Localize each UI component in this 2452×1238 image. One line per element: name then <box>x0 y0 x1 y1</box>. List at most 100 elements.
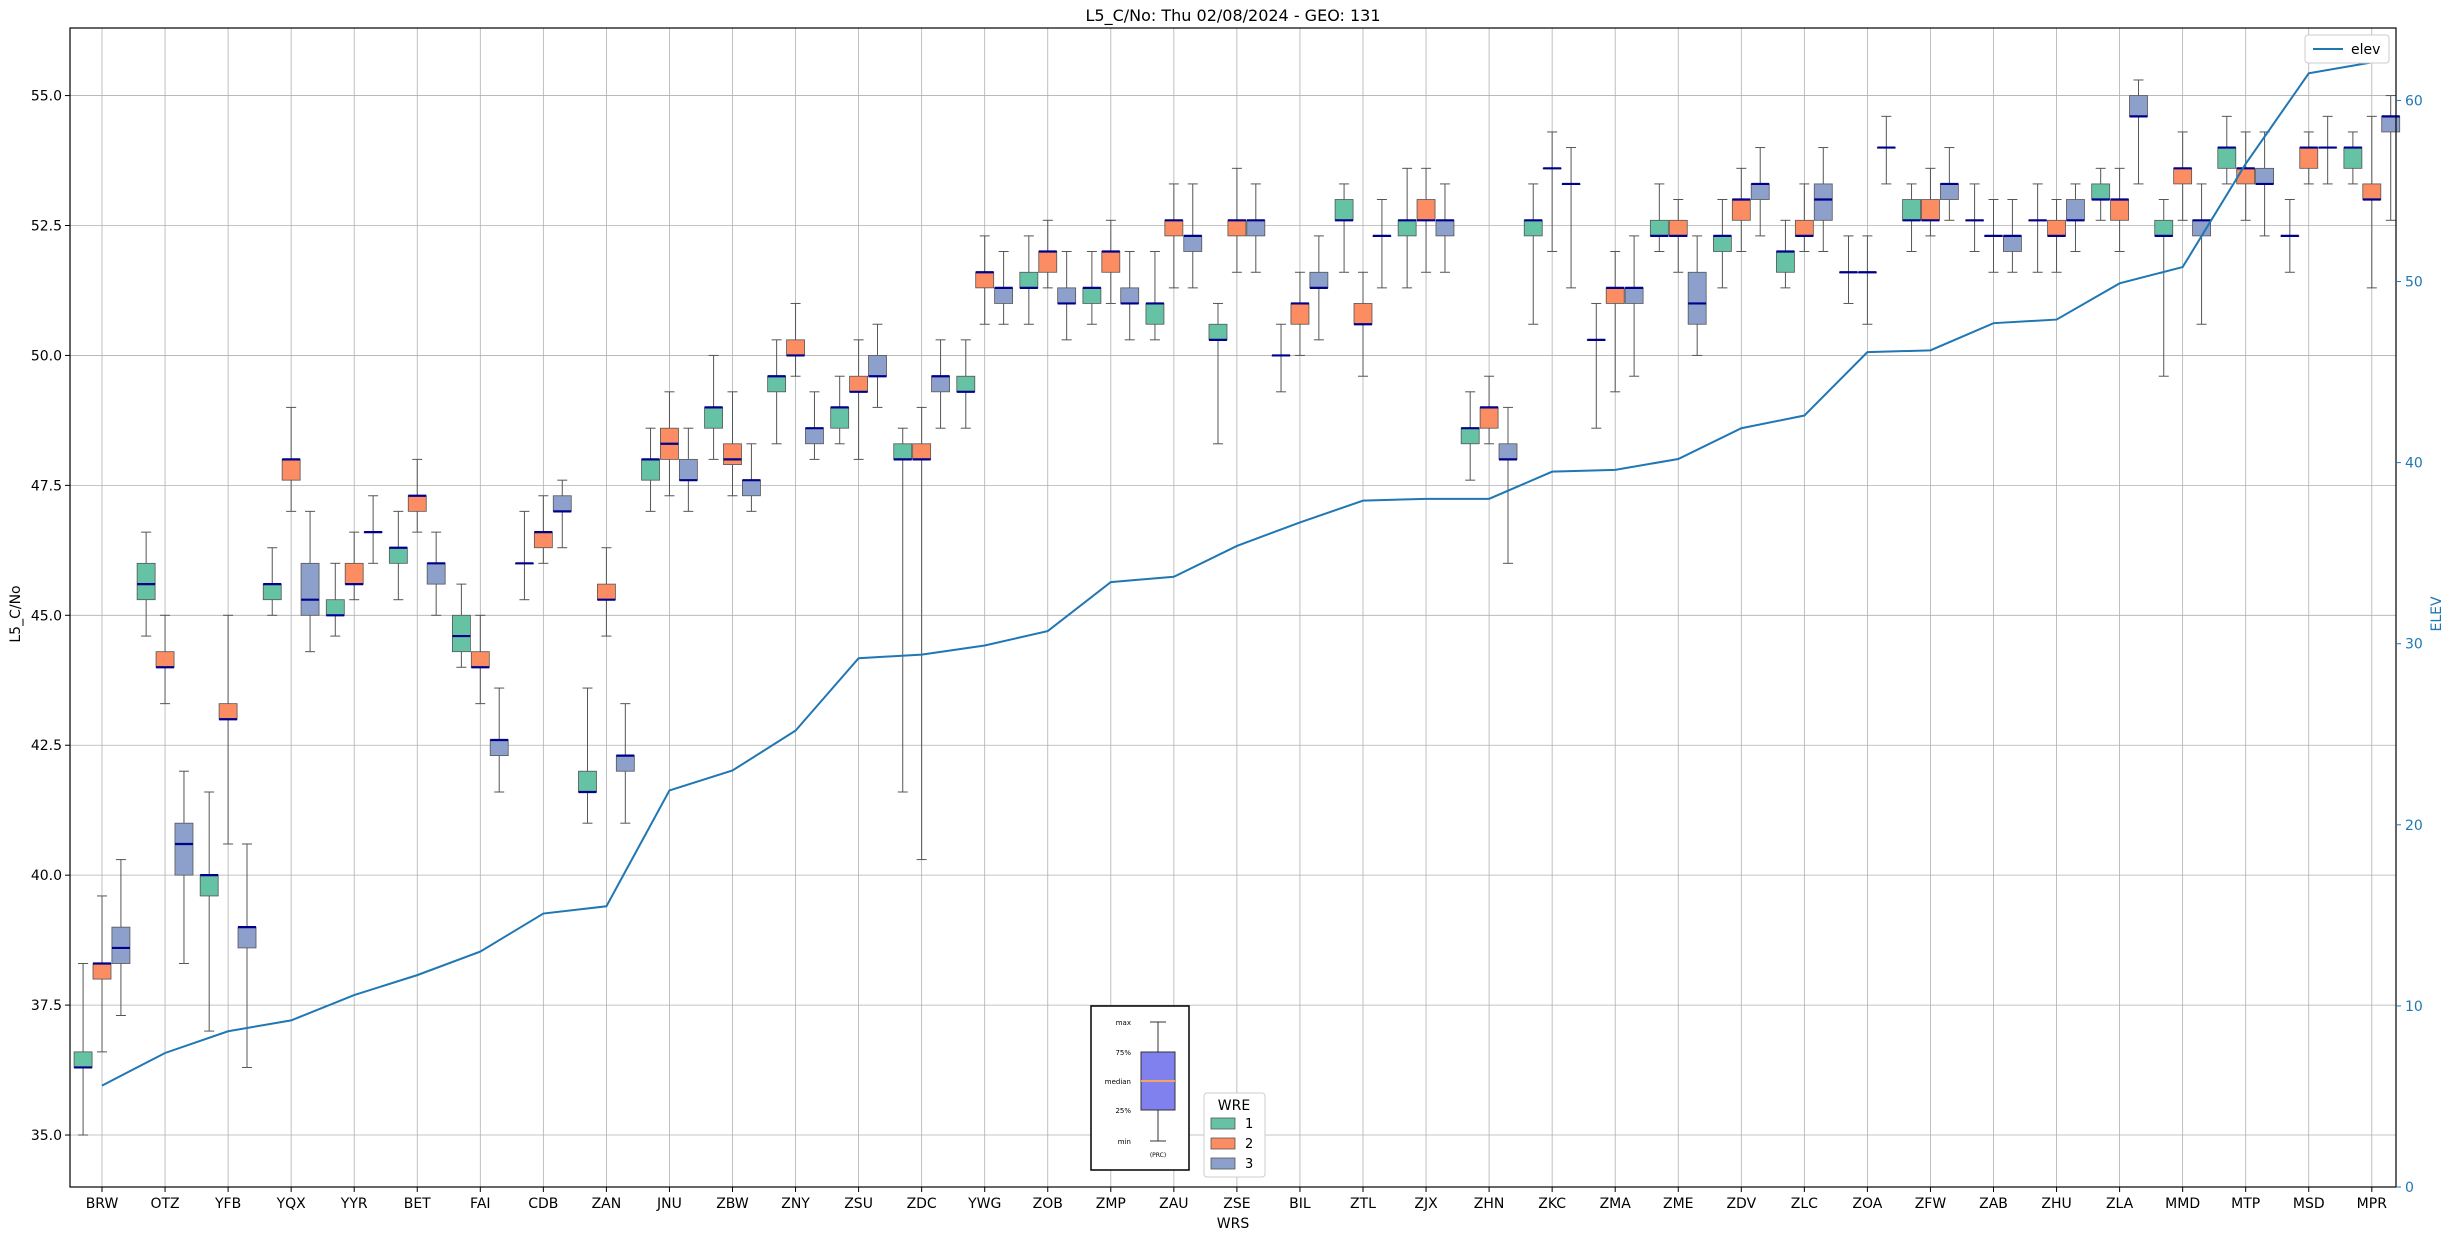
key-label-75: 75% <box>1115 1049 1131 1057</box>
box-wre3-yyr <box>363 495 383 564</box>
box-wre1-zsu <box>830 375 850 445</box>
box-iqr <box>2255 167 2275 185</box>
box-iqr <box>1397 219 1417 237</box>
x-tick-label: ZAN <box>592 1196 622 1212</box>
box-wre3-ywg <box>994 250 1014 325</box>
plot-frame <box>69 27 2397 1188</box>
wre-legend-label-1: 1 <box>1245 1117 1253 1132</box>
box-iqr <box>73 1051 93 1068</box>
box-iqr <box>2047 219 2066 237</box>
box-iqr <box>92 963 112 980</box>
box-wre3-zfw <box>1939 147 1959 221</box>
box-wre1-cdb <box>515 510 534 601</box>
x-tick-label: ZNY <box>781 1196 810 1212</box>
box-wre3-bet <box>426 531 446 616</box>
box-iqr <box>1290 303 1310 325</box>
box-iqr <box>704 407 723 429</box>
box-wre2-zla <box>2110 167 2130 252</box>
box-iqr <box>199 874 219 897</box>
box-wre2-zob <box>1038 219 1058 289</box>
wre-legend-label-3: 3 <box>1245 1157 1253 1172</box>
box-iqr <box>174 822 194 876</box>
x-tick-label: MSD <box>2293 1196 2325 1212</box>
x-tick-label: MPR <box>2357 1196 2388 1212</box>
box-wre1-zny <box>767 339 787 445</box>
x-tick-label: ZBW <box>716 1196 749 1212</box>
box-wre1-zse <box>1208 302 1228 445</box>
box-wre3-zma <box>1624 235 1644 377</box>
x-tick-label: ZLC <box>1791 1196 1818 1212</box>
box-wre3-zhu <box>2066 183 2085 252</box>
y2-tick-label: 0 <box>2405 1180 2414 1196</box>
box-iqr <box>2154 219 2174 237</box>
box-wre1-brw <box>73 963 93 1136</box>
box-wre1-zan <box>578 687 597 824</box>
box-iqr <box>1605 287 1625 304</box>
y-tick-label: 50.0 <box>31 348 62 364</box>
box-wre1-zkc <box>1523 183 1543 325</box>
x-tick-label: ZFW <box>1915 1196 1947 1212</box>
box-iqr <box>849 375 868 393</box>
x-tick-label: BIL <box>1289 1196 1311 1212</box>
box-wre3-zmp <box>1120 250 1140 341</box>
y-tick-label: 37.5 <box>31 998 62 1014</box>
elev-legend-label: elev <box>2351 42 2380 58</box>
x-tick-label: YYR <box>340 1196 368 1212</box>
box-wre1-jnu <box>641 427 660 512</box>
box-iqr <box>975 271 995 289</box>
y-tick-label: 45.0 <box>31 608 62 624</box>
box-iqr <box>912 443 932 460</box>
box-wre1-otz <box>136 531 156 637</box>
y2-tick-label: 10 <box>2405 999 2423 1015</box>
box-iqr <box>1624 287 1644 304</box>
box-wre3-bil <box>1309 235 1329 341</box>
key-label-median: median <box>1105 1078 1131 1086</box>
y-tick-label: 42.5 <box>31 738 62 754</box>
x-tick-label: ZHN <box>1474 1196 1505 1212</box>
box-iqr <box>2003 235 2022 252</box>
y-tick-label: 47.5 <box>31 478 62 494</box>
box-iqr <box>218 703 238 720</box>
box-wre1-zla <box>2091 167 2111 221</box>
x-tick-label: FAI <box>470 1196 490 1212</box>
x-tick-label: MTP <box>2231 1196 2260 1212</box>
box-wre1-ztl <box>1334 183 1354 273</box>
x-tick-label: ZJX <box>1414 1196 1438 1212</box>
box-wre3-zan <box>615 703 635 824</box>
box-wre2-zhu <box>2047 199 2066 273</box>
box-iqr <box>552 495 572 512</box>
box-wre2-zbw <box>723 391 742 497</box>
box-iqr <box>1479 407 1499 429</box>
box-iqr <box>2299 147 2319 169</box>
box-wre3-zkc <box>1561 147 1581 289</box>
box-wre1-mpr <box>2343 131 2363 185</box>
key-xlabel: (PRC) <box>1150 1152 1166 1159</box>
box-wre1-yfb <box>199 791 219 1032</box>
box-wre3-zhn <box>1498 406 1518 564</box>
box-iqr <box>1019 271 1039 289</box>
x-tick-label: ZKC <box>1538 1196 1566 1212</box>
box-key-inset: max 75% median 25% min (PRC) <box>1090 1005 1190 1171</box>
box-wre3-zny <box>805 391 824 460</box>
box-wre2-bet <box>407 458 427 533</box>
y2-tick-label: 50 <box>2405 275 2423 291</box>
x-tick-label: YFB <box>214 1196 241 1212</box>
y-tick-label: 52.5 <box>31 218 62 234</box>
box-wre3-cdb <box>552 479 572 549</box>
box-iqr <box>1183 235 1203 252</box>
box-iqr <box>1164 219 1184 237</box>
box-iqr <box>325 599 345 616</box>
box-iqr <box>1120 287 1140 304</box>
x-tick-label: ZMP <box>1096 1196 1126 1212</box>
box-wre1-zob <box>1019 235 1039 325</box>
box-wre2-yqx <box>281 406 301 512</box>
wre-legend-swatch-1 <box>1210 1117 1236 1130</box>
wre-legend-frame <box>1203 1092 1266 1178</box>
box-iqr <box>931 375 950 393</box>
box-iqr <box>2129 95 2148 117</box>
box-iqr <box>641 458 660 481</box>
box-iqr <box>1334 199 1354 221</box>
box-iqr <box>1038 251 1058 273</box>
box-wre1-zoa <box>1839 235 1858 304</box>
box-wre3-ztl <box>1372 199 1392 289</box>
